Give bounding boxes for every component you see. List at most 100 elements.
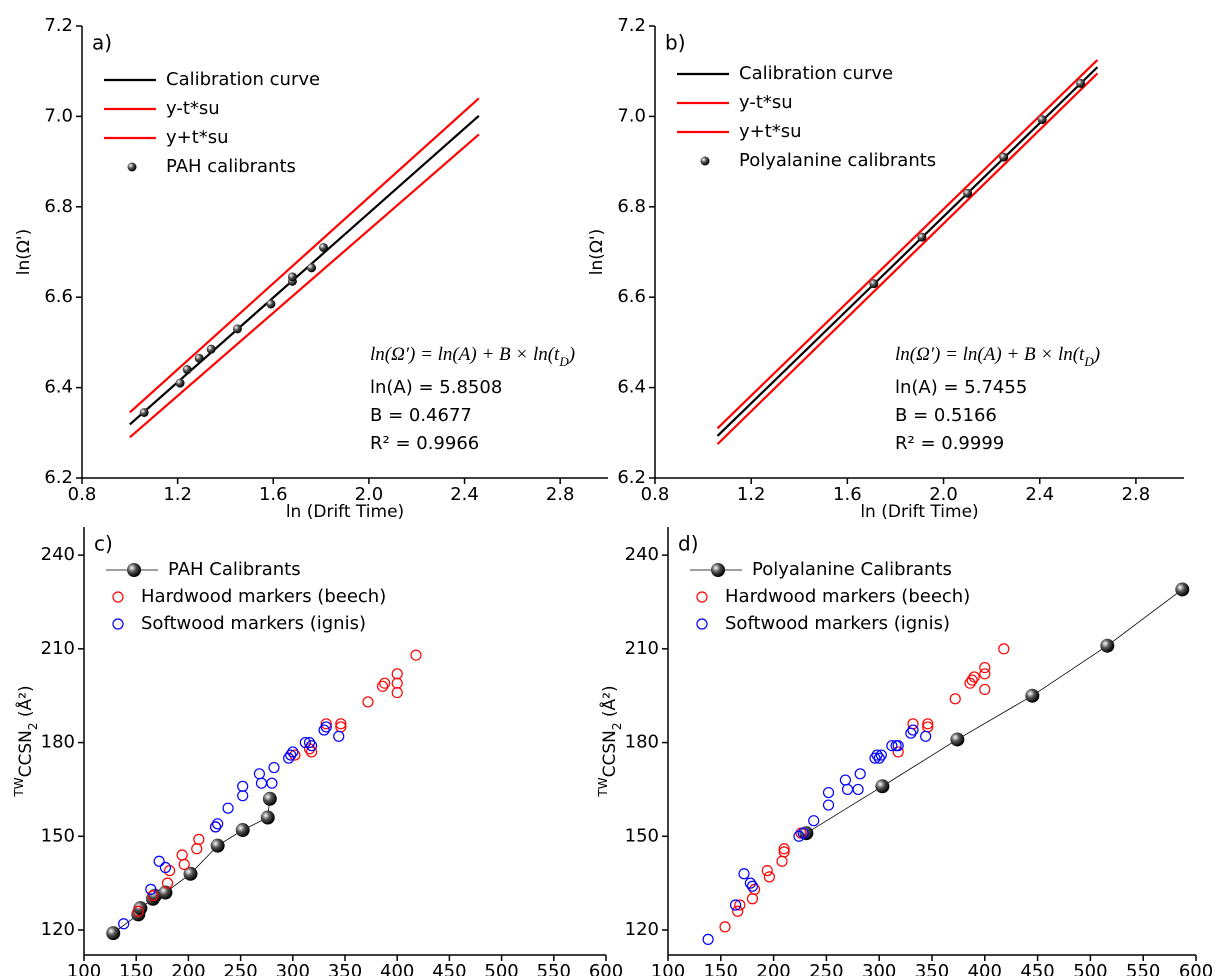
x-tick-label: 2.0 <box>355 484 384 505</box>
marker <box>132 905 144 917</box>
marker <box>738 868 750 880</box>
marker <box>191 843 203 855</box>
marker <box>719 921 731 933</box>
y-axis-label-part: TW <box>12 777 26 797</box>
x-tick-label: 250 <box>809 961 843 976</box>
marker <box>1037 115 1047 125</box>
y-axis-label-part: (Å²) <box>598 685 620 722</box>
equation-part: ) <box>1093 344 1100 365</box>
marker <box>287 272 297 282</box>
y-tick-label: 6.2 <box>44 467 73 488</box>
marker <box>318 724 330 736</box>
x-tick-label: 150 <box>119 961 153 976</box>
marker <box>391 686 403 699</box>
legend-label: Softwood markers (ignis) <box>141 613 366 634</box>
marker <box>237 790 249 802</box>
marker <box>209 821 222 833</box>
y-tick-label: 6.8 <box>44 196 73 217</box>
marker <box>260 810 275 825</box>
marker <box>253 768 265 780</box>
y-tick-label: 6.6 <box>617 286 646 307</box>
marker <box>979 683 991 696</box>
legend-label: PAH calibrants <box>166 156 296 177</box>
legend-marker <box>112 618 124 630</box>
x-tick-label: 1.2 <box>737 484 766 505</box>
marker <box>145 883 157 895</box>
y-axis-label: ln(Ω') <box>587 229 607 275</box>
marker <box>376 680 389 692</box>
marker <box>729 899 742 911</box>
marker <box>289 749 301 761</box>
x-tick-label: 450 <box>432 961 466 976</box>
marker <box>869 752 881 764</box>
marker <box>391 677 403 689</box>
x-tick-label: 300 <box>862 961 896 976</box>
x-tick-label: 100 <box>67 961 101 976</box>
marker <box>194 353 204 363</box>
marker <box>303 736 316 749</box>
marker <box>886 740 898 752</box>
legend-marker <box>127 162 137 172</box>
y-tick-label: 120 <box>41 919 75 940</box>
y-tick-label: 6.6 <box>44 286 73 307</box>
y-axis-label-part: 2 <box>610 723 624 731</box>
y-axis-label-part: TW <box>596 777 610 797</box>
x-tick-label: 0.8 <box>68 484 97 505</box>
legend-label: y+t*su <box>166 127 229 148</box>
marker <box>744 877 756 889</box>
marker <box>873 752 885 764</box>
marker <box>875 779 890 794</box>
marker <box>761 865 773 877</box>
x-tick-label: 300 <box>276 961 310 976</box>
x-tick-label: 2.8 <box>1122 484 1151 505</box>
marker <box>778 843 790 855</box>
y-tick-label: 7.2 <box>44 15 73 36</box>
marker <box>734 899 746 911</box>
x-axis-label: ln (Drift Time) <box>860 502 978 522</box>
marker <box>262 791 277 806</box>
legend-label: Softwood markers (ignis) <box>725 613 950 634</box>
y-tick-label: 120 <box>625 919 659 940</box>
x-tick-label: 250 <box>223 961 257 976</box>
series-line <box>129 97 480 414</box>
marker <box>232 324 242 334</box>
x-tick-label: 1.2 <box>163 484 192 505</box>
y-axis-label: ln(Ω') <box>14 229 34 275</box>
marker <box>822 799 835 811</box>
marker <box>175 378 185 388</box>
marker <box>854 768 866 780</box>
marker <box>335 718 347 730</box>
panel-label: b) <box>665 31 686 55</box>
annotation: R² = 0.9999 <box>895 433 1004 454</box>
marker <box>964 677 976 689</box>
marker <box>235 823 250 838</box>
marker <box>318 242 328 252</box>
marker <box>222 802 234 814</box>
equation-part: ln(Ω′) = ln(A) + B × ln(t <box>370 344 560 365</box>
series-line <box>129 133 480 439</box>
legend-marker <box>696 591 708 603</box>
equation: ln(Ω′) = ln(A) + B × ln(tD) <box>895 344 1100 369</box>
marker <box>998 643 1010 655</box>
x-tick-label: 350 <box>328 961 362 976</box>
marker <box>307 263 317 273</box>
equation-part: D <box>558 354 569 369</box>
x-tick-label: 500 <box>1073 961 1107 976</box>
marker <box>255 777 268 789</box>
equation: ln(Ω′) = ln(A) + B × ln(tD) <box>370 344 575 369</box>
marker <box>852 783 864 796</box>
annotation: B = 0.5166 <box>895 405 997 426</box>
marker <box>999 152 1009 162</box>
marker <box>979 668 991 680</box>
y-tick-label: 6.4 <box>617 377 646 398</box>
x-tick-label: 350 <box>915 961 949 976</box>
panel-label: d) <box>678 532 699 556</box>
marker <box>320 718 332 730</box>
annotation: B = 0.4677 <box>370 405 472 426</box>
legend-label: Hardwood markers (beech) <box>725 586 970 607</box>
x-axis-label: ln (Drift Time) <box>286 502 404 522</box>
marker <box>875 749 887 761</box>
marker <box>763 871 775 883</box>
marker <box>905 727 917 739</box>
